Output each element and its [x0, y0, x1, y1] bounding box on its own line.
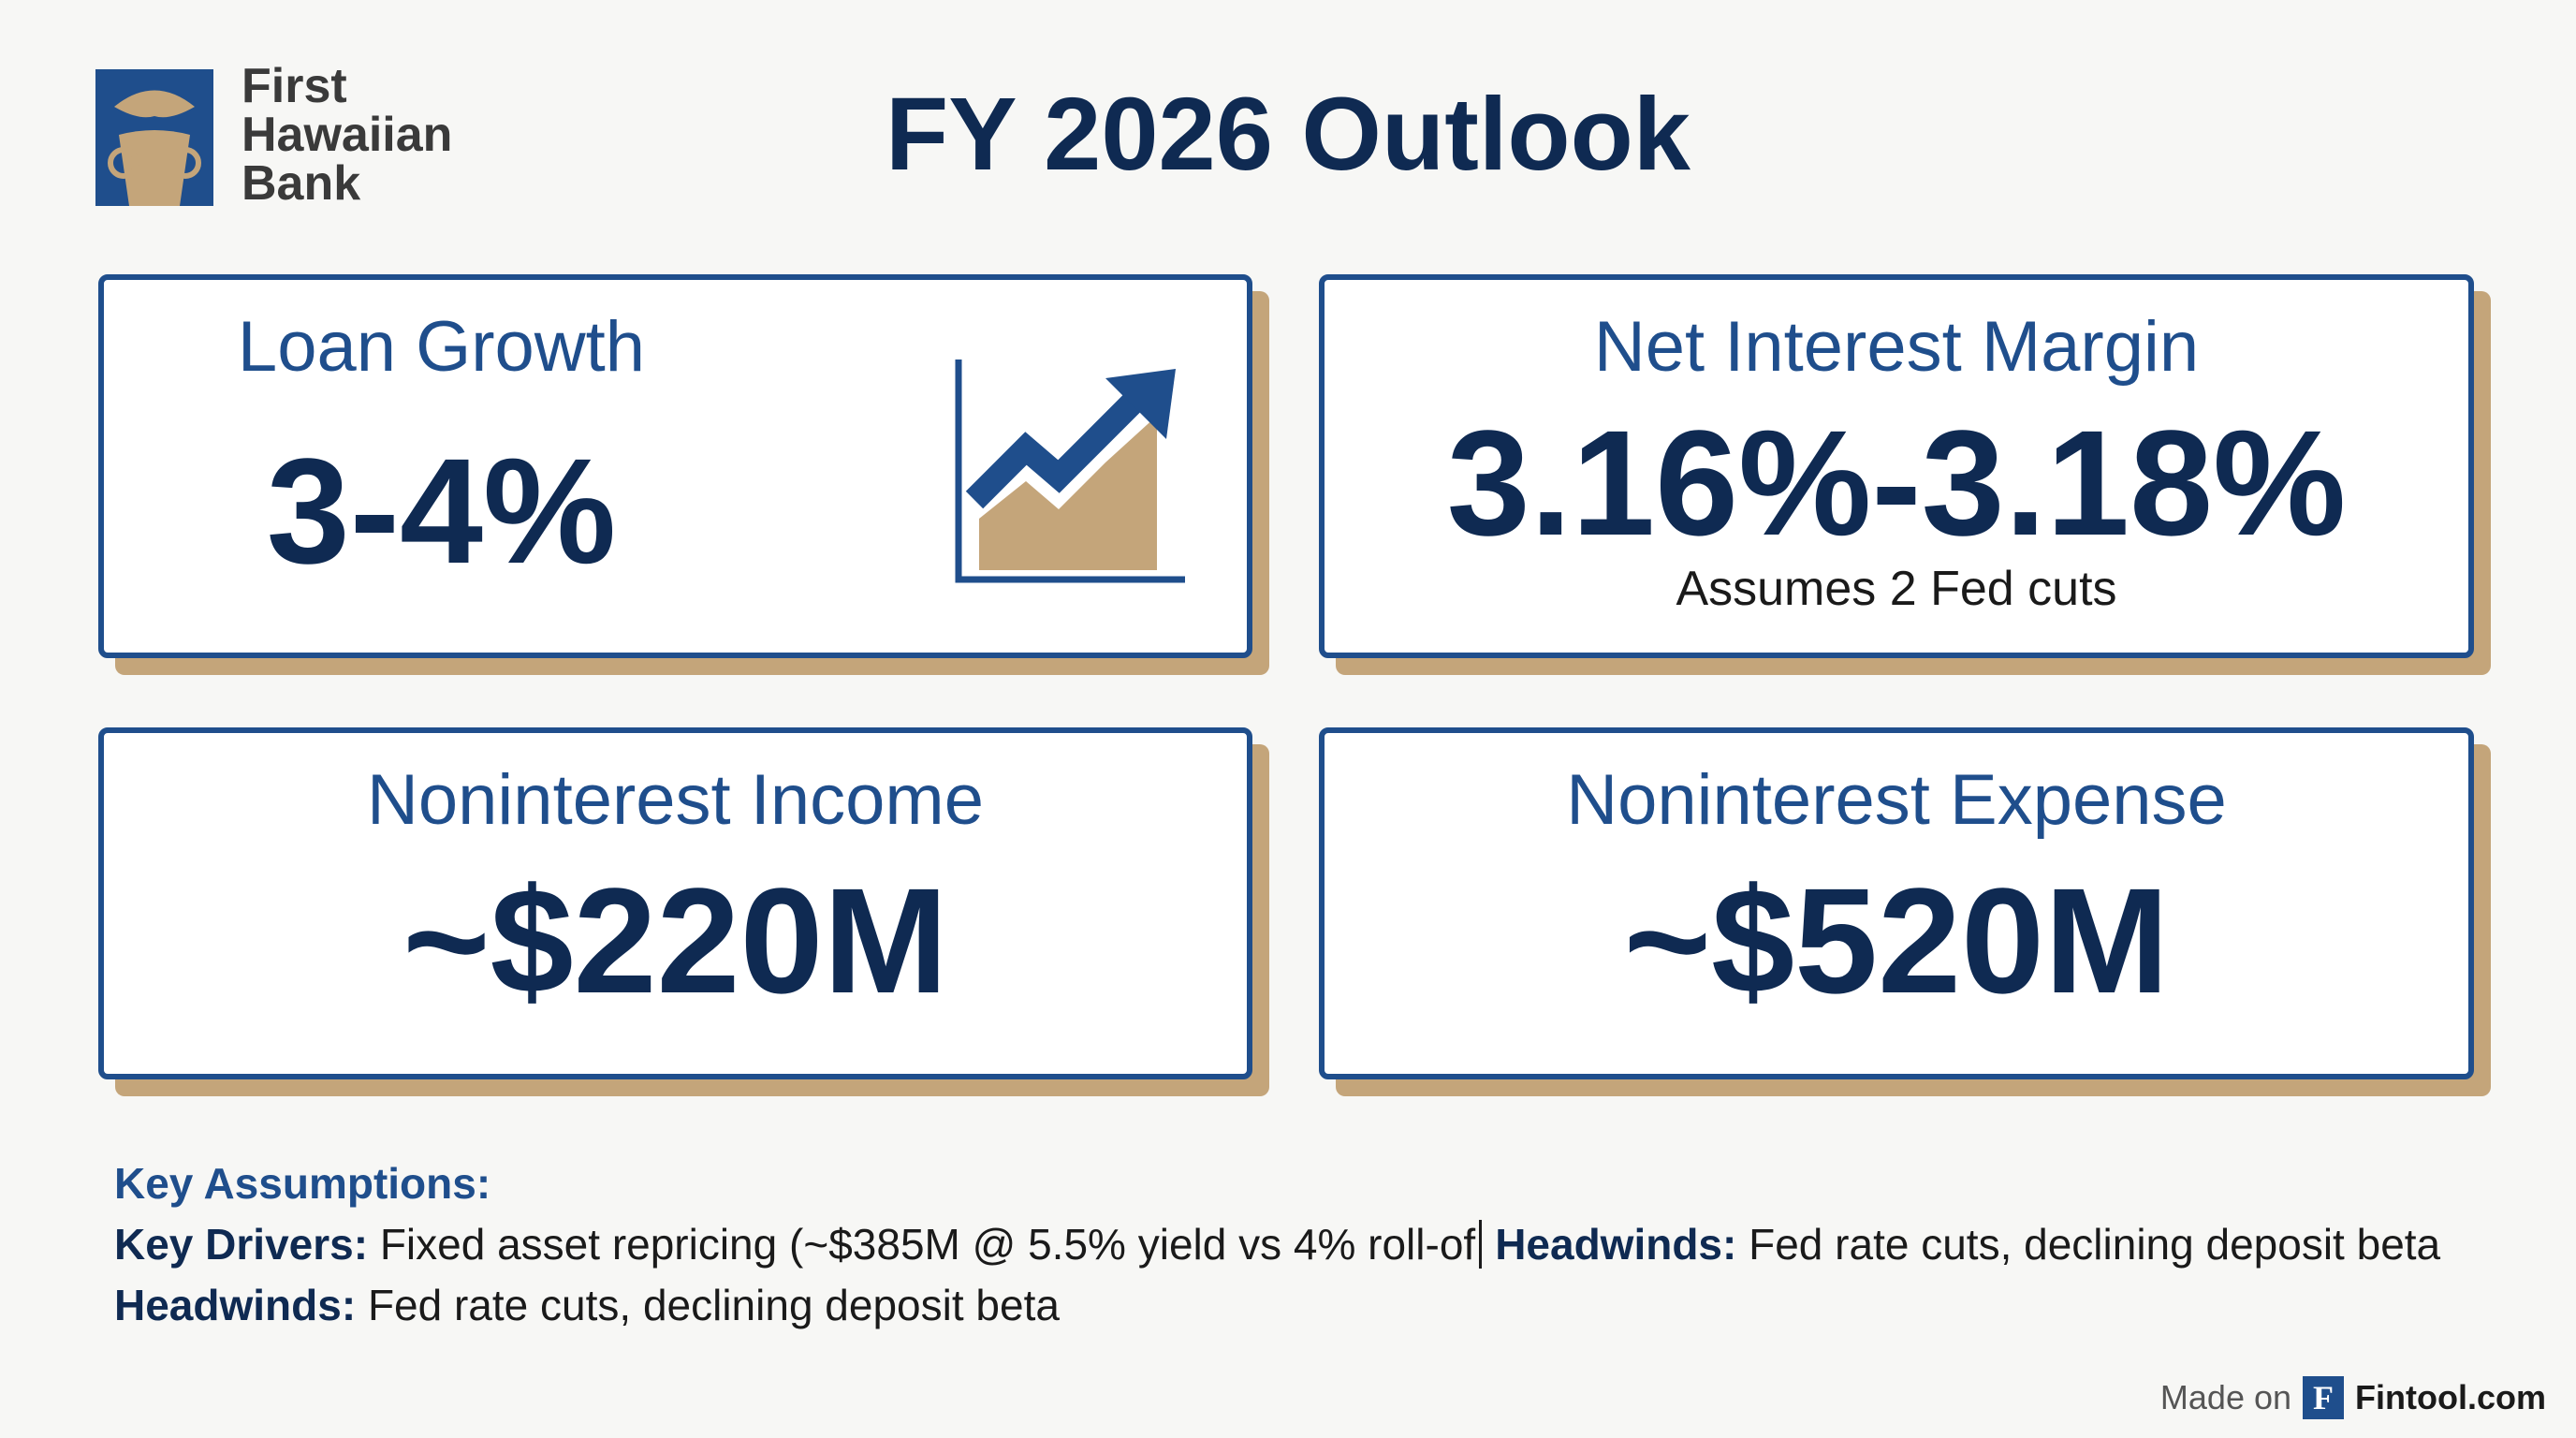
brand: Fintool.com — [2355, 1378, 2546, 1416]
card-note: Assumes 2 Fed cuts — [1676, 562, 2117, 616]
card-label: Loan Growth — [237, 307, 646, 387]
line-text: Fixed asset repricing (~$385M @ 5.5% yie… — [379, 1220, 1476, 1269]
made-on: Made on — [2159, 1378, 2292, 1416]
card-label: Noninterest Expense — [1566, 760, 2227, 840]
title: FY 2026 Outlook — [886, 77, 1690, 192]
growth-icon — [955, 360, 1185, 583]
card: Loan Growth 3-4% — [98, 274, 1252, 658]
card-value: 3-4% — [266, 427, 617, 594]
logo-text: First Hawaiian Bank — [242, 62, 452, 208]
card: Noninterest Income ~$220M — [98, 727, 1252, 1079]
card: Net Interest Margin 3.16%-3.18% Assumes … — [1319, 274, 2474, 658]
card-value: ~$520M — [1623, 857, 2170, 1024]
card-label: Net Interest Margin — [1593, 307, 2200, 387]
line-label: Headwinds: — [114, 1281, 357, 1329]
assumptions-heading: Key Assumptions: — [114, 1159, 491, 1208]
card-value: 3.16%-3.18% — [1446, 399, 2347, 566]
logo-line: Bank — [242, 156, 361, 211]
logo-mark — [95, 69, 213, 206]
assumption-line: Headwinds: Fed rate cuts, declining depo… — [114, 1280, 1060, 1330]
separator — [1479, 1220, 1483, 1269]
card-label: Noninterest Income — [367, 760, 984, 840]
line-label: Key Drivers: — [114, 1220, 369, 1269]
card: Noninterest Expense ~$520M — [1319, 727, 2474, 1079]
logo-line: First — [242, 59, 347, 113]
card-value: ~$220M — [402, 857, 948, 1024]
brand-badge: F — [2303, 1376, 2345, 1419]
line-text: Fed rate cuts, declining deposit beta — [1749, 1220, 2441, 1269]
footer: Made on F Fintool.com — [2160, 1376, 2546, 1419]
assumption-line: Key Drivers: Fixed asset repricing (~$38… — [114, 1219, 2440, 1269]
line-label: Headwinds: — [1495, 1220, 1737, 1269]
logo-line: Hawaiian — [242, 108, 453, 162]
line-text: Fed rate cuts, declining deposit beta — [367, 1281, 1060, 1329]
